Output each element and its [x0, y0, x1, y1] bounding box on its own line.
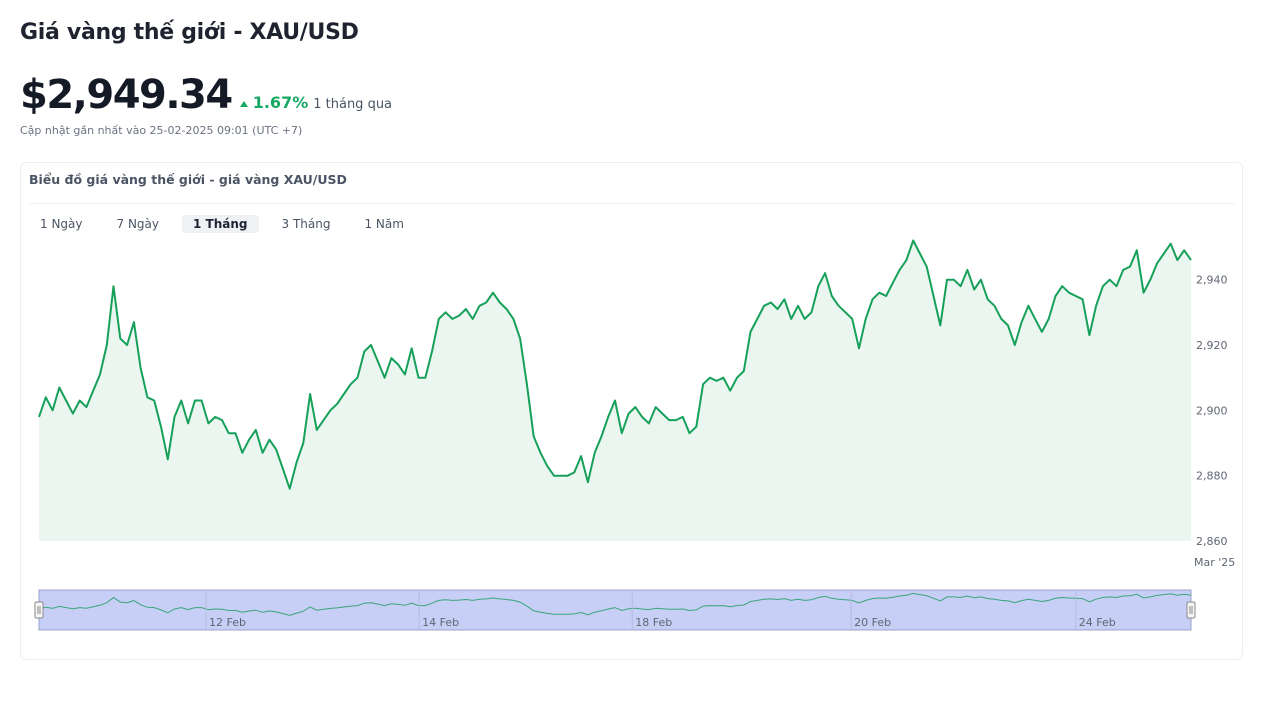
y-tick-label: 2,860 — [1196, 535, 1228, 548]
tab-7-days[interactable]: 7 Ngày — [116, 217, 160, 231]
tab-1-day[interactable]: 1 Ngày — [40, 217, 83, 231]
change-percent: 1.67% — [252, 93, 309, 112]
tab-1-month[interactable]: 1 Tháng — [182, 215, 259, 233]
range-tabs: 1 Ngày 7 Ngày 1 Tháng 3 Tháng 1 Năm — [29, 215, 427, 233]
tab-1-year[interactable]: 1 Năm — [364, 217, 404, 231]
y-tick-label: 2,940 — [1196, 274, 1228, 287]
price-line — [38, 239, 1192, 490]
navigator-handle-left[interactable] — [34, 601, 44, 619]
arrow-up-icon — [239, 101, 248, 107]
navigator-line — [38, 592, 1192, 616]
price-row: $2,949.34 1.67% 1 tháng qua — [20, 72, 392, 118]
tab-3-months[interactable]: 3 Tháng — [281, 217, 331, 231]
last-updated: Cập nhật gần nhất vào 25-02-2025 09:01 (… — [20, 124, 303, 137]
navigator-label: 18 Feb — [635, 616, 672, 629]
y-tick-label: 2,920 — [1196, 339, 1228, 352]
navigator-handle-right[interactable] — [1186, 601, 1196, 619]
chart-card: Biểu đồ giá vàng thế giới - giá vàng XAU… — [20, 162, 1243, 660]
x-axis-label: Mar '25 — [1194, 556, 1235, 569]
navigator-label: 24 Feb — [1079, 616, 1116, 629]
price-change: 1.67% — [239, 93, 309, 112]
change-period: 1 tháng qua — [313, 97, 393, 112]
navigator-label: 20 Feb — [854, 616, 891, 629]
current-price: $2,949.34 — [20, 72, 233, 118]
navigator-label: 12 Feb — [209, 616, 246, 629]
y-tick-label: 2,880 — [1196, 470, 1228, 483]
chart-title: Biểu đồ giá vàng thế giới - giá vàng XAU… — [29, 172, 347, 187]
navigator-label: 14 Feb — [422, 616, 459, 629]
price-area — [39, 240, 1191, 541]
price-chart[interactable]: 2,860 2,880 2,900 2,920 2,940 Mar '25 12 Feb 14… — [21, 163, 1244, 661]
page-title: Giá vàng thế giới - XAU/USD — [20, 20, 359, 45]
y-tick-label: 2,900 — [1196, 404, 1228, 417]
divider — [29, 203, 1234, 204]
